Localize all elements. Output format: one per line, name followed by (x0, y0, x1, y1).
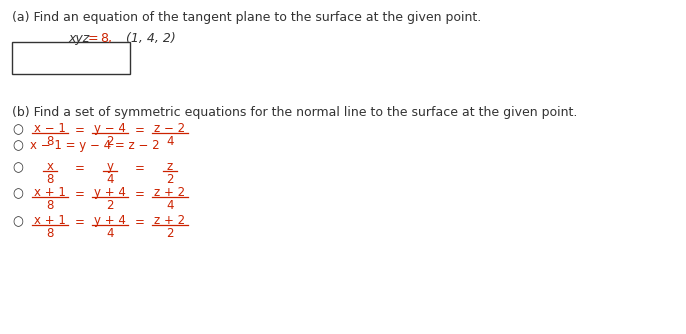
Text: x + 1: x + 1 (34, 186, 66, 199)
Text: z: z (167, 160, 173, 173)
Text: =: = (88, 32, 103, 45)
Text: y + 4: y + 4 (94, 214, 126, 227)
Text: x: x (47, 160, 54, 173)
Text: 4: 4 (106, 227, 114, 240)
Text: y: y (106, 160, 113, 173)
Text: x − 1 = y − 4 = z − 2: x − 1 = y − 4 = z − 2 (30, 140, 160, 153)
Text: 8: 8 (47, 199, 54, 212)
Text: x + 1: x + 1 (34, 214, 66, 227)
Text: 4: 4 (166, 135, 174, 148)
Text: 2: 2 (106, 135, 114, 148)
Text: y − 4: y − 4 (94, 122, 126, 135)
Text: (a) Find an equation of the tangent plane to the surface at the given point.: (a) Find an equation of the tangent plan… (12, 11, 482, 24)
Text: 2: 2 (106, 199, 114, 212)
Text: ○: ○ (12, 162, 23, 174)
Text: z + 2: z + 2 (154, 186, 185, 199)
Text: ○: ○ (12, 187, 23, 200)
Text: ○: ○ (12, 215, 23, 228)
Text: xyz: xyz (68, 32, 89, 45)
Text: y + 4: y + 4 (94, 186, 126, 199)
Text: x − 1: x − 1 (34, 122, 66, 135)
Text: 2: 2 (166, 227, 174, 240)
Text: z + 2: z + 2 (154, 214, 185, 227)
Text: =: = (135, 188, 145, 201)
Text: 4: 4 (106, 173, 114, 186)
Text: =: = (135, 163, 145, 175)
Text: z − 2: z − 2 (154, 122, 185, 135)
Text: 2: 2 (166, 173, 174, 186)
Text: =: = (135, 216, 145, 229)
Text: =: = (75, 163, 85, 175)
Text: =: = (75, 216, 85, 229)
Text: =: = (75, 125, 85, 138)
Text: ○: ○ (12, 140, 23, 153)
Text: 8: 8 (47, 173, 54, 186)
Bar (12, 42, 130, 74)
Text: 8,: 8, (100, 32, 112, 45)
Text: =: = (135, 125, 145, 138)
Text: (b) Find a set of symmetric equations for the normal line to the surface at the : (b) Find a set of symmetric equations fo… (12, 106, 578, 119)
Text: 8: 8 (47, 227, 54, 240)
Text: =: = (75, 188, 85, 201)
Text: 4: 4 (166, 199, 174, 212)
Text: ○: ○ (12, 124, 23, 137)
Text: 8: 8 (47, 135, 54, 148)
Text: (1, 4, 2): (1, 4, 2) (118, 32, 176, 45)
